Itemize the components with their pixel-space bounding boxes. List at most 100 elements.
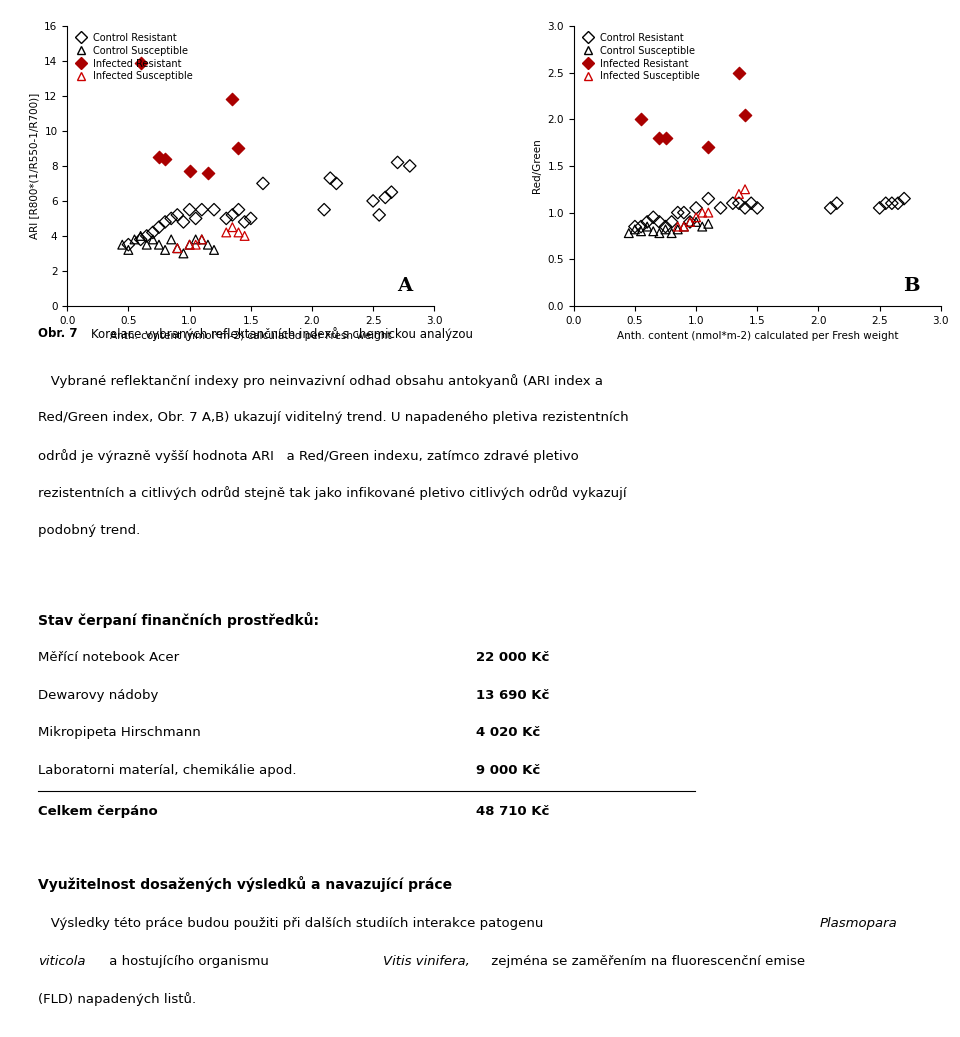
Point [823, 200, 838, 217]
Point [737, 180, 753, 197]
Point [652, 225, 667, 242]
Point [139, 236, 155, 253]
Point [676, 204, 691, 221]
Point [237, 228, 252, 245]
Point [163, 211, 179, 227]
Point [127, 231, 142, 248]
Text: Dewarovy nádoby: Dewarovy nádoby [38, 689, 158, 702]
Point [683, 214, 698, 230]
Y-axis label: ARI [R800*(1/R550-1/R700)]: ARI [R800*(1/R550-1/R700)] [29, 92, 38, 240]
Point [878, 195, 894, 212]
Point [627, 219, 642, 235]
Point [188, 231, 204, 248]
Point [652, 214, 667, 230]
Point [377, 189, 393, 205]
Y-axis label: Red/Green: Red/Green [532, 139, 541, 193]
Text: Vitis vinifera,: Vitis vinifera, [383, 954, 470, 968]
Point [206, 201, 222, 218]
Text: Měřící notebook Acer: Měřící notebook Acer [38, 651, 180, 664]
Point [181, 201, 197, 218]
Point [683, 214, 698, 230]
Point [225, 219, 240, 235]
Point [621, 225, 636, 242]
Point [725, 195, 740, 212]
Point [176, 245, 191, 261]
Text: a hostujícího organismu: a hostujícího organismu [105, 954, 273, 968]
Point [664, 214, 680, 230]
Point [639, 219, 655, 235]
Point [402, 158, 418, 174]
Point [170, 240, 185, 256]
Point [688, 209, 704, 226]
Point [201, 165, 216, 181]
Point [670, 219, 685, 235]
Point [225, 206, 240, 223]
Point [627, 221, 642, 237]
Point [328, 175, 344, 192]
Point [225, 91, 240, 108]
Text: Plasmopara: Plasmopara [820, 917, 898, 930]
Point [884, 195, 900, 212]
Point [230, 201, 246, 218]
Point [390, 155, 405, 171]
Point [750, 200, 765, 217]
Point [157, 214, 173, 230]
Point [658, 130, 673, 146]
Point [170, 206, 185, 223]
Point [737, 200, 753, 217]
Point [145, 224, 160, 241]
Point [645, 223, 660, 240]
Text: Korelace vybraných reflektančních indexů s chemickou analýzou: Korelace vybraných reflektančních indexů… [91, 327, 473, 341]
Point [237, 214, 252, 230]
Point [664, 225, 680, 242]
Point [181, 163, 197, 179]
Point [829, 195, 845, 212]
Point [732, 195, 747, 212]
Point [181, 236, 197, 253]
Text: Vybrané reflektanční indexy pro neinvazivní odhad obsahu antokyanů (ARI index a: Vybrané reflektanční indexy pro neinvazi… [38, 374, 604, 388]
Point [163, 231, 179, 248]
Legend: Control Resistant, Control Susceptible, Infected Resistant, Infected Susceptible: Control Resistant, Control Susceptible, … [579, 31, 702, 83]
Point [121, 236, 136, 253]
Text: Využitelnost dosažených výsledků a navazující práce: Využitelnost dosažených výsledků a navaz… [38, 876, 452, 892]
Point [188, 236, 204, 253]
Point [121, 242, 136, 258]
Point [732, 64, 747, 81]
Point [670, 221, 685, 237]
Text: B: B [903, 277, 920, 296]
Point [384, 184, 399, 200]
Point [219, 211, 234, 227]
Text: Mikropipeta Hirschmann: Mikropipeta Hirschmann [38, 726, 202, 739]
Point [634, 111, 649, 128]
Point [132, 231, 148, 248]
Point [317, 201, 332, 218]
Point [132, 228, 148, 245]
Point [170, 240, 185, 256]
Point [219, 224, 234, 241]
Point [323, 170, 338, 187]
Point [176, 214, 191, 230]
Point [157, 242, 173, 258]
Text: 22 000 Kč: 22 000 Kč [476, 651, 549, 664]
Point [732, 186, 747, 202]
Point [676, 219, 691, 235]
Point [688, 214, 704, 230]
Point [676, 219, 691, 235]
Text: 9 000 Kč: 9 000 Kč [476, 763, 540, 777]
Point [152, 236, 167, 253]
Point [683, 214, 698, 230]
Text: 13 690 Kč: 13 690 Kč [476, 689, 549, 702]
Text: Stav čerpaní finančních prostředků:: Stav čerpaní finančních prostředků: [38, 612, 320, 627]
Point [701, 191, 716, 207]
Point [713, 200, 729, 217]
Point [152, 219, 167, 235]
Text: Obr. 7: Obr. 7 [38, 327, 78, 340]
Text: Red/Green index, Obr. 7 A,B) ukazují viditelný trend. U napadeného pletiva rezis: Red/Green index, Obr. 7 A,B) ukazují vid… [38, 412, 629, 424]
Point [181, 236, 197, 253]
Point [737, 107, 753, 123]
Point [230, 140, 246, 157]
Text: Celkem čerpáno: Celkem čerpáno [38, 805, 158, 817]
Point [658, 221, 673, 237]
Point [658, 219, 673, 235]
Point [114, 236, 130, 253]
